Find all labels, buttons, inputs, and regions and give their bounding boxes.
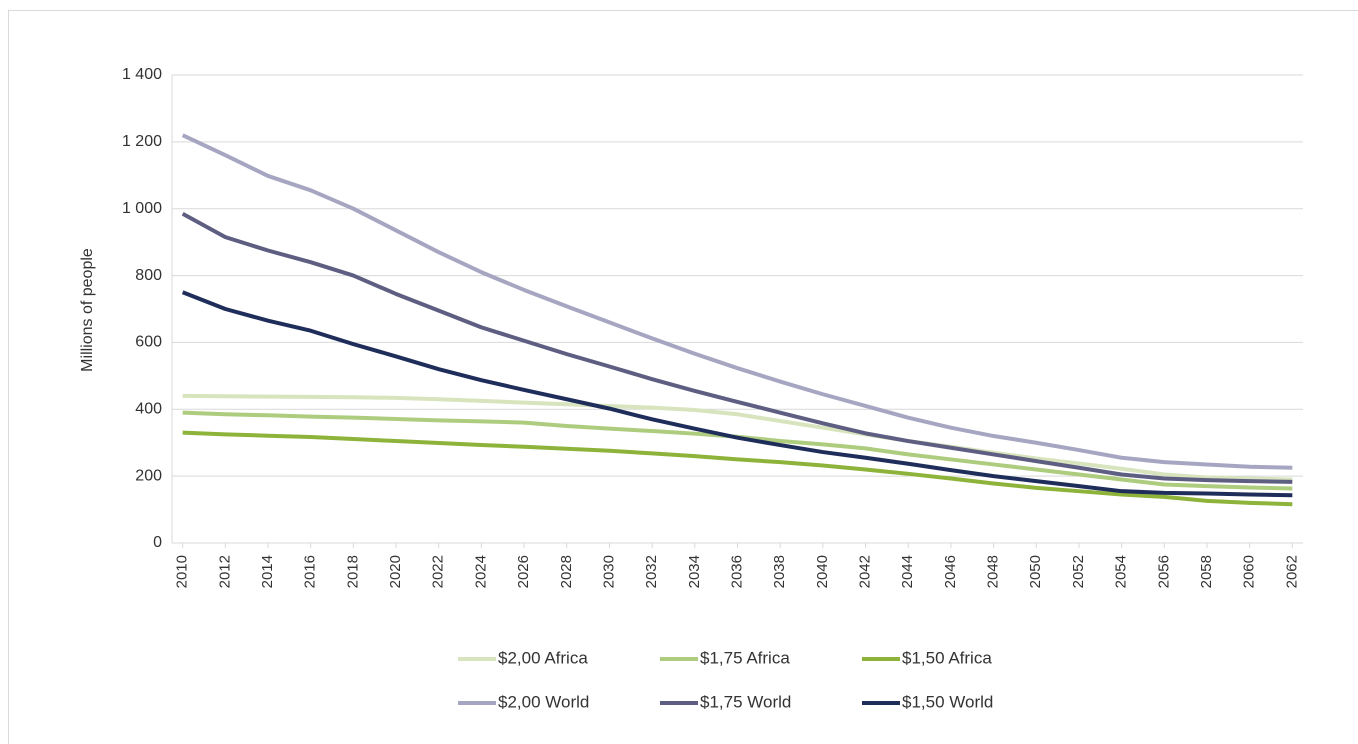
x-tick-label: 2040 — [814, 555, 831, 588]
series-line — [181, 211, 1293, 484]
x-tick-label: 2010 — [174, 555, 191, 588]
x-tick-label: 2032 — [643, 555, 660, 588]
y-tick-label: 400 — [135, 401, 162, 418]
x-tick-label: 2022 — [430, 555, 447, 588]
legend-label: $1,50 World — [902, 692, 993, 711]
legend-label: $1,75 World — [700, 692, 791, 711]
y-tick-label: 800 — [135, 267, 162, 284]
x-tick-label: 2056 — [1155, 555, 1172, 588]
legend-label: $1,75 Africa — [700, 648, 790, 667]
x-tick-label: 2034 — [686, 555, 703, 588]
x-tick-label: 2058 — [1198, 555, 1215, 588]
x-tick-label: 2054 — [1113, 555, 1130, 588]
x-tick-label: 2050 — [1027, 555, 1044, 588]
y-tick-label: 0 — [153, 534, 162, 551]
series-line — [182, 393, 1293, 482]
y-tick-label: 200 — [135, 467, 162, 484]
x-tick-label: 2052 — [1070, 555, 1087, 588]
x-tick-label: 2012 — [216, 555, 233, 588]
x-tick-label: 2030 — [600, 555, 617, 588]
x-tick-label: 2060 — [1241, 555, 1258, 588]
y-tick-label: 1 200 — [122, 133, 162, 150]
x-tick-label: 2014 — [259, 555, 276, 588]
y-tick-label: 1 000 — [122, 200, 162, 217]
x-tick-label: 2048 — [985, 555, 1002, 588]
x-tick-label: 2018 — [344, 555, 361, 588]
x-tick-label: 2044 — [899, 555, 916, 588]
x-tick-label: 2036 — [728, 555, 745, 588]
legend-label: $1,50 Africa — [902, 648, 992, 667]
chart-frame — [8, 10, 1358, 744]
x-tick-label: 2046 — [942, 555, 959, 588]
x-tick-label: 2042 — [857, 555, 874, 588]
y-tick-label: 1 400 — [122, 66, 162, 83]
x-tick-label: 2026 — [515, 555, 532, 588]
legend-label: $2,00 World — [498, 692, 589, 711]
series-line — [182, 410, 1293, 491]
series-line — [181, 290, 1293, 498]
y-axis-label: Millions of people — [79, 248, 96, 372]
x-tick-label: 2024 — [472, 555, 489, 588]
x-tick-label: 2020 — [387, 555, 404, 588]
y-tick-label: 600 — [135, 334, 162, 351]
legend-label: $2,00 Africa — [498, 648, 588, 667]
x-tick-label: 2016 — [302, 555, 319, 588]
x-tick-label: 2038 — [771, 555, 788, 588]
series-line — [181, 133, 1293, 470]
series-line — [182, 430, 1293, 507]
x-tick-label: 2028 — [558, 555, 575, 588]
x-tick-label: 2062 — [1283, 555, 1300, 588]
